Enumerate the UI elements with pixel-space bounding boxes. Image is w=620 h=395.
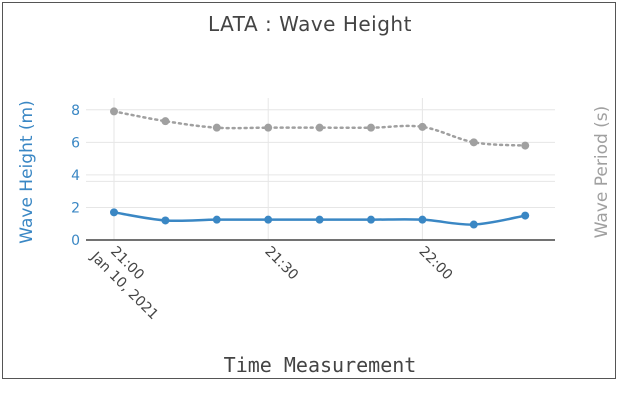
data-point bbox=[315, 123, 324, 132]
data-point bbox=[161, 216, 170, 225]
data-point bbox=[110, 107, 118, 116]
chart-frame bbox=[2, 2, 616, 379]
data-point bbox=[521, 141, 530, 150]
data-point bbox=[469, 138, 478, 147]
data-point bbox=[212, 215, 221, 224]
data-point bbox=[264, 215, 273, 224]
x-tick: 21:30 bbox=[261, 244, 301, 284]
chart-title: LATA : Wave Height bbox=[208, 12, 412, 36]
y-tick-label: 6 bbox=[71, 135, 80, 151]
x-axis-label: Time Measurement bbox=[224, 353, 417, 377]
data-point bbox=[367, 215, 375, 224]
data-point bbox=[469, 220, 478, 229]
data-point bbox=[418, 122, 427, 131]
y-tick-label: 2 bbox=[71, 200, 80, 216]
data-point bbox=[315, 215, 324, 224]
x-tick-label: 22:00 bbox=[416, 244, 456, 284]
data-point bbox=[264, 123, 273, 132]
data-point bbox=[521, 211, 530, 220]
x-tick: 22:00 bbox=[416, 244, 456, 284]
data-point bbox=[110, 208, 118, 217]
data-point bbox=[367, 123, 375, 132]
y-axis-left-label: Wave Height (m) bbox=[17, 100, 37, 244]
series-layer bbox=[110, 107, 530, 229]
data-point bbox=[418, 215, 427, 224]
x-tick-label: 21:30 bbox=[261, 244, 301, 284]
y-axis-right-label: Wave Period (s) bbox=[592, 106, 612, 239]
data-point bbox=[161, 117, 170, 126]
data-point bbox=[212, 123, 221, 132]
y-tick-label: 8 bbox=[71, 103, 80, 119]
y-tick-label: 4 bbox=[71, 168, 80, 184]
y-tick-label: 0 bbox=[71, 233, 80, 249]
